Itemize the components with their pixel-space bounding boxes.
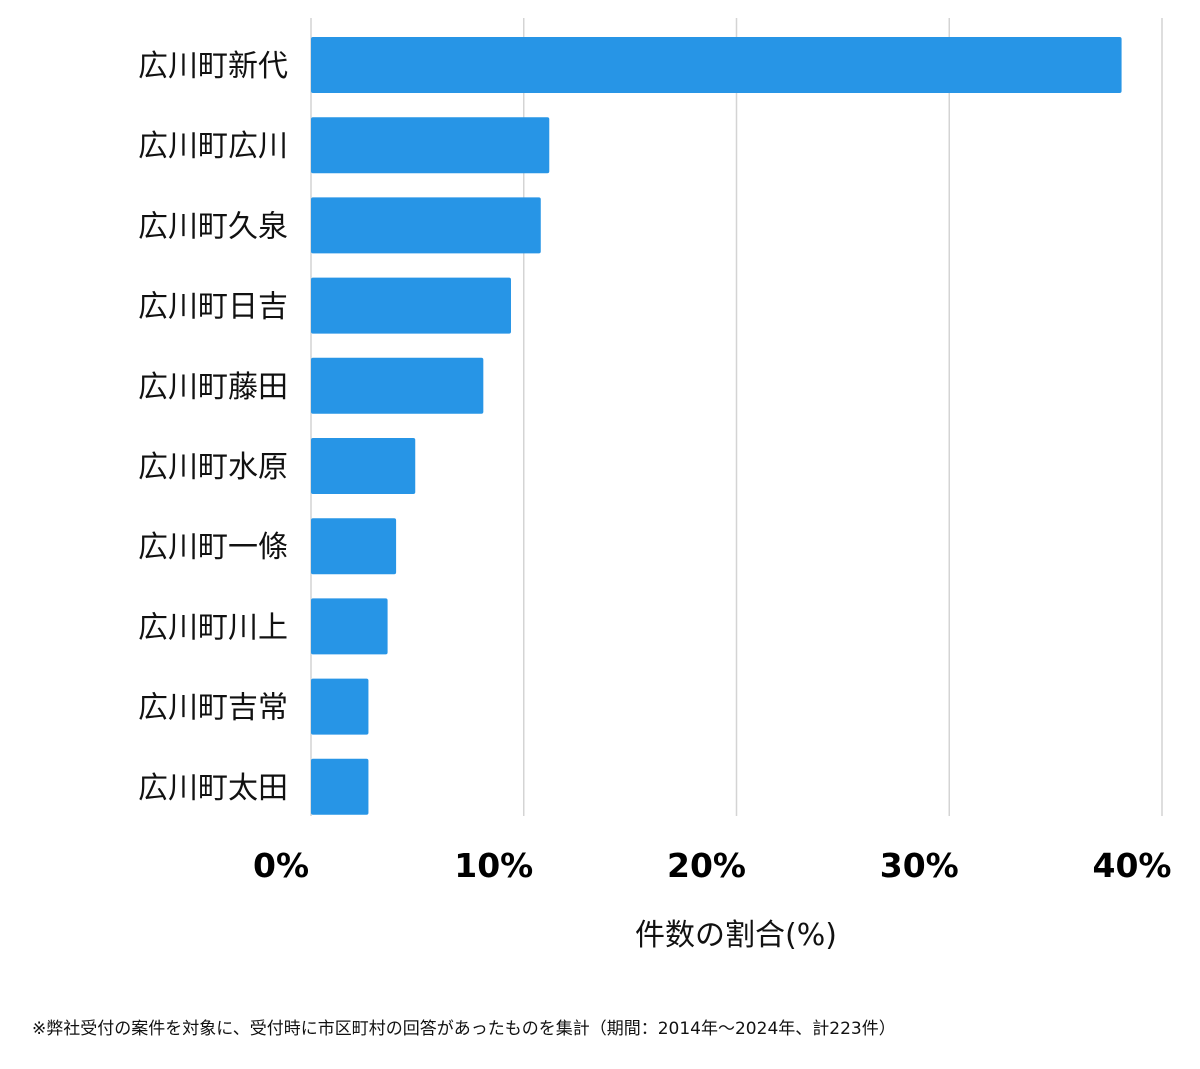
- category-label: 広川町久泉: [138, 209, 288, 244]
- bar: [311, 518, 397, 575]
- x-tick-label: 20%: [667, 846, 746, 885]
- bar: [311, 197, 541, 254]
- category-label: 広川町吉常: [138, 691, 288, 726]
- bar: [311, 117, 550, 174]
- bar: [311, 37, 1122, 93]
- bar: [311, 678, 369, 735]
- x-tick-label: 40%: [1093, 846, 1172, 885]
- x-axis-title: 件数の割合(%): [635, 918, 837, 953]
- bars: [311, 37, 1122, 815]
- bar: [311, 758, 369, 815]
- category-label: 広川町水原: [138, 450, 288, 485]
- bar: [311, 357, 484, 414]
- category-label: 広川町川上: [138, 610, 288, 645]
- category-label: 広川町新代: [138, 49, 288, 84]
- category-label: 広川町広川: [138, 129, 288, 164]
- bar: [311, 438, 416, 494]
- footnote: ※弊社受付の案件を対象に、受付時に市区町村の回答があったものを集計（期間：201…: [32, 1019, 896, 1039]
- category-label: 広川町太田: [138, 771, 288, 806]
- category-label: 広川町一條: [138, 530, 288, 565]
- bar: [311, 598, 388, 655]
- x-tick-label: 0%: [253, 846, 309, 885]
- category-label: 広川町日吉: [138, 290, 288, 325]
- category-label: 広川町藤田: [138, 370, 288, 405]
- x-tick-label: 10%: [454, 846, 533, 885]
- bar-chart: 広川町新代広川町広川広川町久泉広川町日吉広川町藤田広川町水原広川町一條広川町川上…: [138, 18, 1172, 953]
- x-tick-label: 30%: [880, 846, 959, 885]
- category-labels: 広川町新代広川町広川広川町久泉広川町日吉広川町藤田広川町水原広川町一條広川町川上…: [138, 49, 288, 806]
- bar: [311, 277, 511, 334]
- x-tick-labels: 0% 10% 20% 30% 40%: [253, 846, 1172, 885]
